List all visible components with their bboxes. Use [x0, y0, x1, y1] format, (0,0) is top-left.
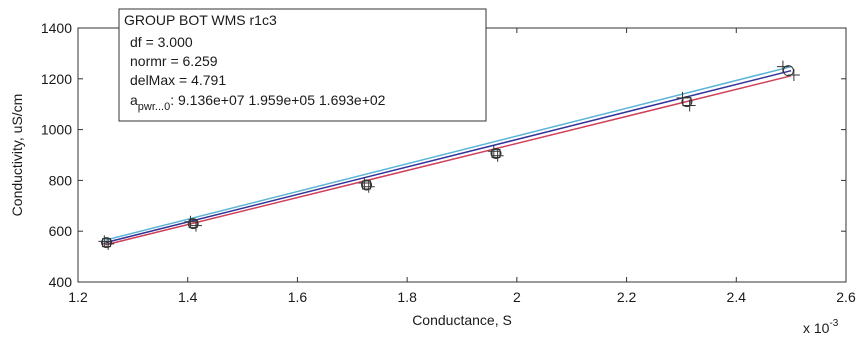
data-point-circle	[782, 65, 794, 77]
data-point-plus	[98, 235, 111, 248]
coef-values: : 9.136e+07 1.959e+05 1.693e+02	[170, 92, 385, 108]
y-tick-label: 1000	[41, 122, 72, 138]
x-tick-label: 2	[513, 289, 521, 305]
data-point-square	[102, 238, 112, 248]
series-line	[105, 75, 792, 246]
data-point-circle	[101, 237, 113, 249]
x-tick-label: 1.4	[178, 289, 198, 305]
x-tick-label: 1.8	[397, 289, 417, 305]
x-axis-multiplier: x 10-3	[803, 318, 839, 336]
data-point-square	[491, 148, 501, 158]
data-point-square	[362, 180, 372, 190]
data-point-circle	[187, 218, 199, 230]
data-series	[98, 60, 800, 250]
coef-prefix: a	[130, 92, 138, 108]
x-tick-label: 2.2	[617, 289, 637, 305]
data-point-plus	[358, 176, 371, 189]
x-axis-multiplier-exponent: -3	[829, 318, 838, 329]
x-tick-label: 1.2	[68, 289, 88, 305]
x-tick-label: 2.4	[727, 289, 747, 305]
y-tick-label: 400	[49, 274, 73, 290]
data-point-circle	[361, 179, 373, 191]
annotation-box: GROUP BOT WMS r1c3 df = 3.000 normr = 6.…	[118, 8, 487, 122]
data-point-square	[682, 97, 692, 107]
data-point-plus	[184, 215, 197, 228]
series-line	[105, 65, 792, 241]
y-axis-label: Conductivity, uS/cm	[9, 94, 25, 217]
x-axis-label: Conductance, S	[412, 312, 512, 328]
series-line	[105, 69, 792, 244]
data-point-circle	[681, 96, 693, 108]
y-tick-label: 800	[49, 172, 73, 188]
annotation-line: delMax = 4.791	[130, 72, 226, 88]
x-tick-label: 1.6	[288, 289, 308, 305]
y-tick-label: 600	[49, 223, 73, 239]
annotation-frame	[118, 8, 487, 122]
data-point-square	[188, 219, 198, 229]
x-tick-label: 2.6	[836, 289, 856, 305]
annotation-line: df = 3.000	[130, 34, 193, 50]
axis-ticks: 1.2 1.4 1.6 1.8 2 2.2 2.4 2.6 400 600 800 1000 1200 1…	[41, 20, 856, 305]
annotation-line: normr = 6.259	[130, 53, 218, 69]
data-point-circle	[490, 147, 502, 159]
y-tick-label: 1200	[41, 71, 72, 87]
y-tick-label: 1400	[41, 20, 72, 36]
annotation-coefficients: apwr...0: 9.136e+07 1.959e+05 1.693e+02	[130, 92, 386, 113]
annotation-title: GROUP BOT WMS r1c3	[124, 12, 277, 28]
data-point-plus	[487, 145, 500, 158]
coef-subscript: pwr...0	[138, 101, 170, 113]
